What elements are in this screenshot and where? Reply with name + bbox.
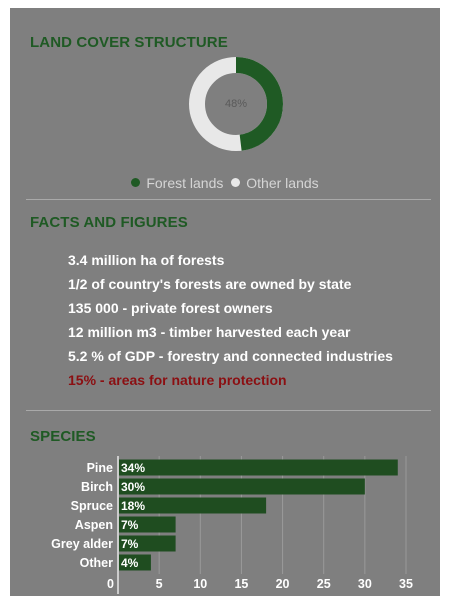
- chart-bar: [119, 535, 176, 552]
- chart-category-label: Aspen: [75, 518, 113, 532]
- chart-tick-label: 15: [234, 577, 248, 591]
- chart-data-label: 34%: [121, 461, 145, 475]
- legend-label-other: Other lands: [246, 174, 319, 191]
- legend-dot-other-icon: [231, 178, 241, 187]
- chart-category-label: Spruce: [71, 499, 113, 513]
- facts-title: FACTS AND FIGURES: [30, 214, 188, 231]
- infographic-panel: LAND COVER STRUCTURE 48% Forest lands Ot…: [10, 8, 440, 596]
- legend-item-other: Other lands: [231, 174, 319, 191]
- chart-category-label: Pine: [87, 461, 113, 475]
- fact-item: 5.2 % of GDP - forestry and connected in…: [68, 348, 393, 364]
- chart-data-label: 7%: [121, 518, 139, 532]
- land-cover-donut: 48%: [188, 56, 284, 152]
- chart-bar: [119, 478, 365, 495]
- chart-tick-label: 25: [317, 577, 331, 591]
- chart-tick-label: 20: [276, 577, 290, 591]
- chart-category-label: Grey alder: [51, 537, 113, 551]
- chart-data-label: 7%: [121, 537, 139, 551]
- donut-forest-segment: [189, 57, 283, 151]
- chart-tick-label: 30: [358, 577, 372, 591]
- section-divider: [26, 199, 431, 200]
- chart-category-label: Other: [80, 556, 113, 570]
- land-cover-title: LAND COVER STRUCTURE: [30, 34, 228, 51]
- legend-dot-forest-icon: [131, 178, 141, 187]
- chart-tick-label: 5: [156, 577, 163, 591]
- chart-data-label: 30%: [121, 480, 145, 494]
- chart-bar: [119, 459, 398, 476]
- donut-center-label: 48%: [224, 98, 248, 110]
- species-bar-chart: Pine 34% Birch 30% Spruce 18% Aspen 7% Grey alde…: [51, 456, 413, 594]
- chart-tick-label: 0: [107, 577, 114, 591]
- section-divider: [26, 410, 431, 411]
- fact-item: 135 000 - private forest owners: [68, 300, 273, 316]
- species-title: SPECIES: [30, 428, 96, 445]
- fact-item-highlight: 15% - areas for nature protection: [68, 372, 287, 388]
- chart-bar: [119, 497, 267, 514]
- fact-item: 3.4 million ha of forests: [68, 252, 225, 268]
- fact-item: 12 million m3 - timber harvested each ye…: [68, 324, 351, 340]
- chart-category-label: Birch: [81, 480, 113, 494]
- facts-list: 3.4 million ha of forests 1/2 of country…: [68, 248, 393, 392]
- land-cover-legend: Forest lands Other lands: [10, 174, 440, 191]
- fact-item: 1/2 of country's forests are owned by st…: [68, 276, 352, 292]
- chart-tick-label: 10: [193, 577, 207, 591]
- donut-svg: [189, 57, 283, 151]
- legend-label-forest: Forest lands: [146, 174, 224, 191]
- chart-bar: [119, 516, 176, 533]
- chart-data-label: 4%: [121, 556, 139, 570]
- chart-bar: [119, 554, 151, 571]
- chart-data-label: 18%: [121, 499, 145, 513]
- legend-item-forest: Forest lands: [131, 175, 223, 191]
- chart-tick-label: 35: [399, 577, 413, 591]
